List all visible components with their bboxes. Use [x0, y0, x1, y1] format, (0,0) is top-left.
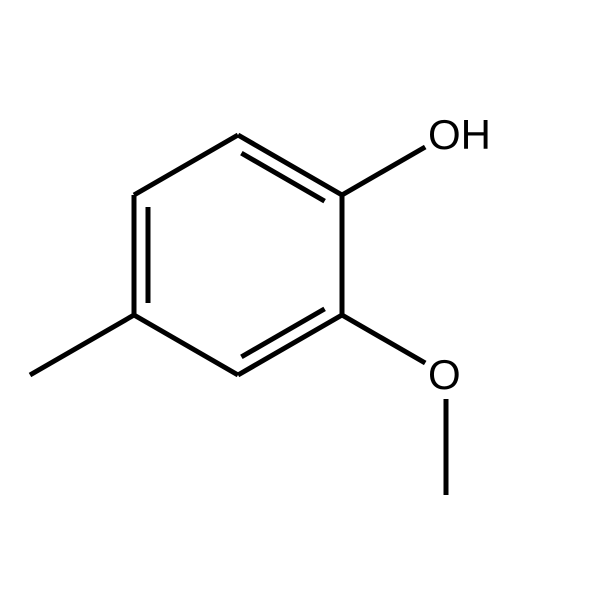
atom-label-o2: O — [428, 351, 461, 398]
bond — [342, 147, 425, 195]
bond — [238, 315, 342, 375]
bond — [30, 315, 134, 375]
labels-layer: OH O — [428, 111, 491, 398]
molecule-diagram: OH O — [0, 0, 600, 600]
bond — [342, 315, 425, 363]
atom-label-o1: OH — [428, 111, 491, 158]
bond — [134, 315, 238, 375]
bonds-layer — [30, 135, 446, 495]
bond — [238, 135, 342, 195]
bond — [134, 135, 238, 195]
